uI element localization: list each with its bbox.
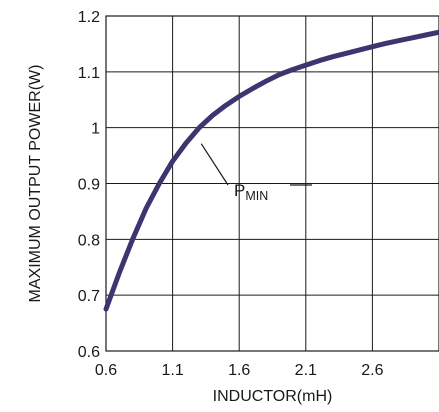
x-tick-label: 1.6 [228, 362, 250, 379]
annotation-main: P [234, 181, 245, 200]
y-tick-label: 1.1 [78, 65, 100, 82]
y-tick-label: 0.6 [78, 344, 100, 361]
x-tick-label: 2.6 [361, 362, 383, 379]
x-tick-label: 1.1 [161, 362, 183, 379]
x-axis-ticks: 0.6 1.1 1.6 2.1 2.6 [95, 362, 384, 379]
x-tick-label: 0.6 [95, 362, 117, 379]
annotation-leader-line [200, 143, 229, 186]
y-axis-label: MAXIMUM OUTPUT POWER(W) [27, 65, 44, 303]
y-tick-label: 0.9 [78, 177, 100, 194]
annotation-subscript: MIN [245, 189, 268, 203]
grid [105, 15, 439, 352]
plot-frame [105, 15, 439, 352]
annotation-pmin: PMIN [234, 181, 268, 203]
y-tick-label: 1 [91, 121, 100, 138]
x-tick-label: 2.1 [295, 362, 317, 379]
series-line [103, 29, 439, 312]
y-axis-ticks: 0.6 0.7 0.8 0.9 1 1.1 1.2 [78, 9, 100, 361]
y-tick-label: 0.8 [78, 232, 100, 249]
y-tick-label: 1.2 [78, 9, 100, 26]
y-tick-label: 0.7 [78, 288, 100, 305]
x-axis-label: INDUCTOR(mH) [213, 388, 333, 405]
